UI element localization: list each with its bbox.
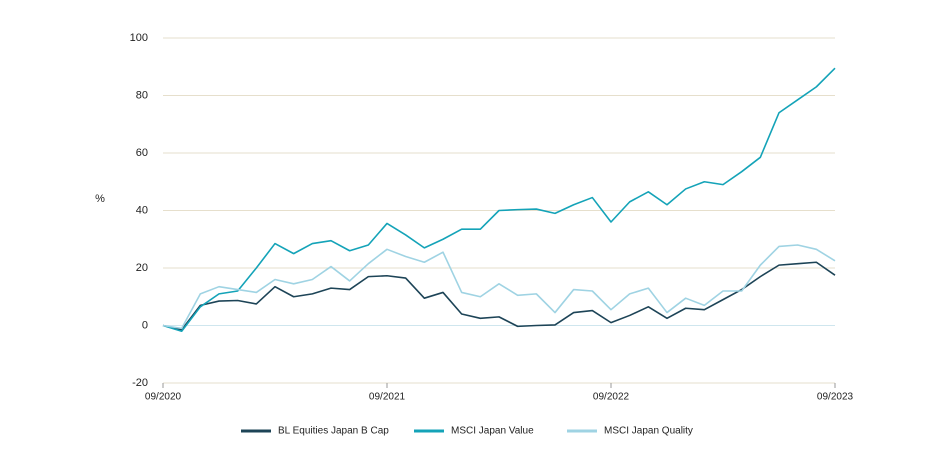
y-tick-label: 40 xyxy=(136,204,148,216)
y-tick-label: -20 xyxy=(132,377,148,389)
x-tick-label: 09/2023 xyxy=(817,392,854,403)
x-tick-label: 09/2020 xyxy=(145,392,182,403)
y-axis-label: % xyxy=(95,193,105,205)
y-tick-label: 80 xyxy=(136,89,148,101)
x-tick-label: 09/2021 xyxy=(369,392,406,403)
legend-label: MSCI Japan Quality xyxy=(604,426,693,437)
y-tick-label: 100 xyxy=(130,32,148,44)
legend-label: MSCI Japan Value xyxy=(451,426,534,437)
legend-label: BL Equities Japan B Cap xyxy=(278,426,389,437)
y-tick-label: 0 xyxy=(142,319,148,331)
x-tick-label: 09/2022 xyxy=(593,392,630,403)
y-tick-label: 60 xyxy=(136,147,148,159)
series-line xyxy=(162,67,836,333)
series-line xyxy=(162,244,836,330)
y-tick-label: 20 xyxy=(136,262,148,274)
series-line xyxy=(162,261,836,331)
